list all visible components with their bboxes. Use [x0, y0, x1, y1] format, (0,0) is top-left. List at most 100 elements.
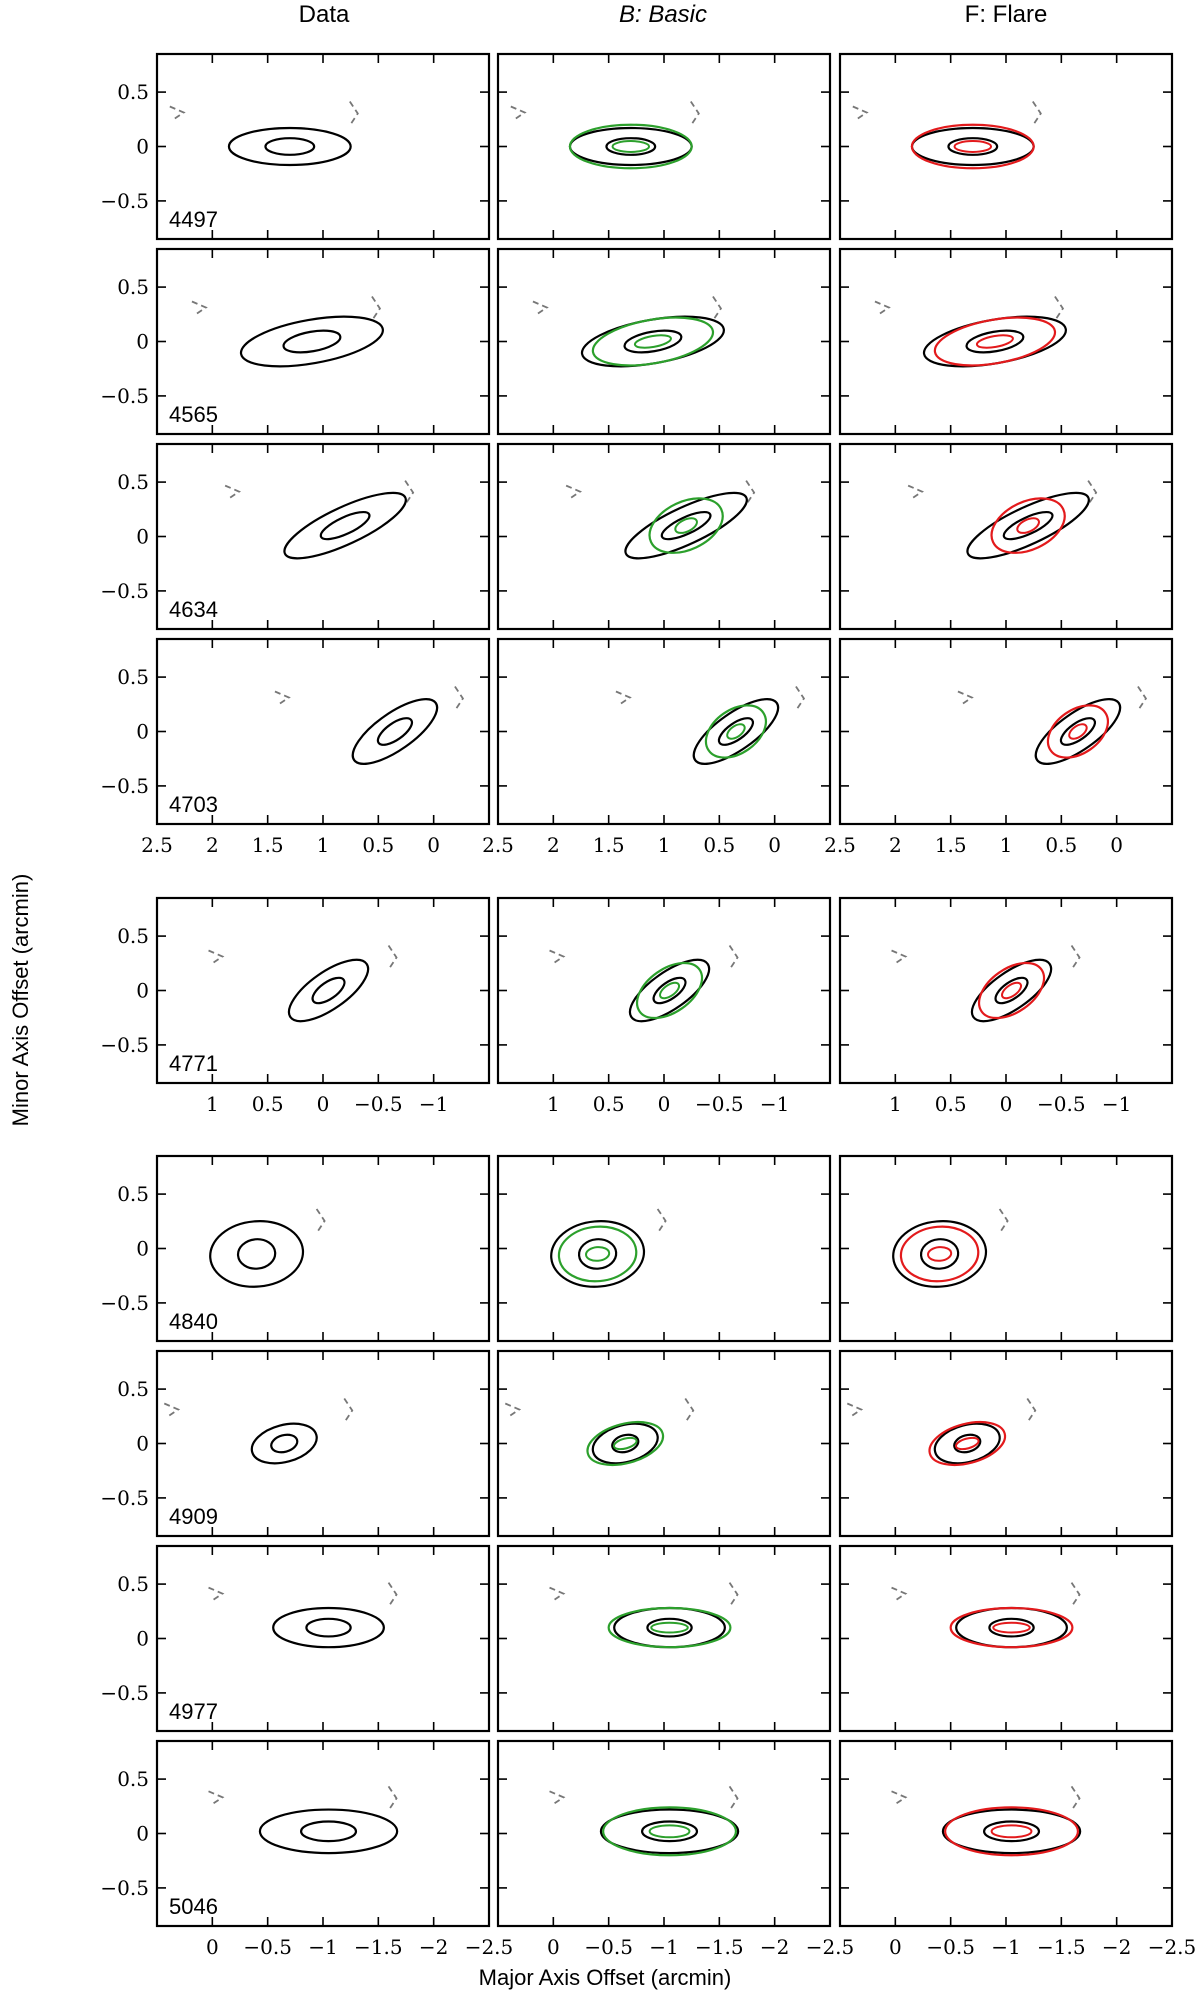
- data-contour-inner: [236, 1238, 277, 1270]
- negative-contour: [208, 949, 225, 966]
- x-tick-label: 1: [889, 1092, 902, 1116]
- panel-4634-flare: [838, 442, 1174, 631]
- data-contour-outer: [209, 1220, 305, 1288]
- panel-plot-area: [891, 1785, 1082, 1857]
- x-tick-label: 0.5: [362, 833, 394, 857]
- x-tick-label: 1.5: [935, 833, 967, 857]
- data-contour-outer: [628, 958, 711, 1023]
- panel-frame: [496, 1739, 832, 1928]
- data-contour-outer: [227, 126, 352, 167]
- row-label: 4909: [169, 1504, 218, 1529]
- x-tick-label: 1.5: [252, 833, 284, 857]
- x-tick-label: 1: [658, 833, 671, 857]
- panel-plot-area: [549, 1785, 740, 1857]
- x-tick-label: −0.5: [1037, 1092, 1086, 1116]
- x-tick-label: 0: [1000, 1092, 1013, 1116]
- x-tick-label: 1.5: [593, 833, 625, 857]
- data-contour-outer: [941, 1808, 1082, 1855]
- data-contour-inner: [311, 976, 346, 1005]
- panel-frame: [496, 247, 832, 436]
- x-tick-label: 1: [206, 1092, 219, 1116]
- data-contour-outer: [692, 698, 780, 765]
- negative-contour: [712, 296, 723, 321]
- panel-frame: [496, 1349, 832, 1538]
- data-contour-outer: [287, 958, 370, 1023]
- x-tick-label: 0: [768, 833, 781, 857]
- negative-contour: [1137, 686, 1148, 711]
- data-contour-outer: [568, 126, 693, 167]
- negative-contour: [343, 1398, 354, 1423]
- negative-contour: [891, 949, 908, 966]
- y-tick-label: 0: [136, 330, 149, 354]
- basic-model-contour-outer: [704, 704, 767, 759]
- panel-plot-area: [892, 1208, 1009, 1288]
- flare-model-contour-inner: [975, 334, 1014, 349]
- basic-model-contour-outer: [586, 1420, 665, 1467]
- x-tick-label: −2: [419, 1935, 448, 1959]
- x-axis-label: Major Axis Offset (arcmin): [479, 1965, 732, 1990]
- panel-frame: [496, 442, 832, 631]
- panel-plot-area: [163, 1398, 354, 1465]
- panel-frame: [496, 1154, 832, 1343]
- negative-contour: [795, 686, 806, 711]
- x-tick-label: 1: [317, 833, 330, 857]
- negative-contour: [907, 484, 925, 501]
- data-contour-inner: [305, 1617, 352, 1638]
- data-contour-inner: [319, 510, 371, 541]
- basic-model-contour-inner: [650, 1621, 689, 1634]
- panel-4771-flare: 1 0.5 0 −0.5 −1: [838, 896, 1174, 1116]
- panel-frame: [838, 1544, 1174, 1733]
- panel-4703-flare: 2.5 2 1.5 1 0.5 0: [824, 637, 1174, 857]
- data-contour-outer: [892, 1220, 988, 1288]
- y-tick-label: 0: [136, 525, 149, 549]
- negative-contour: [532, 300, 549, 317]
- x-tick-label: 0: [206, 1935, 219, 1959]
- negative-contour: [1087, 480, 1098, 506]
- x-tick-label: −1.5: [1037, 1935, 1086, 1959]
- x-tick-label: 0: [547, 1935, 560, 1959]
- negative-contour: [387, 1785, 398, 1811]
- x-tick-label: −0.5: [354, 1092, 403, 1116]
- negative-contour: [274, 690, 291, 707]
- x-tick-label: −2.5: [465, 1935, 514, 1959]
- basic-model-contour-outer: [636, 961, 704, 1020]
- data-contour-inner: [299, 1820, 358, 1843]
- negative-contour: [1054, 296, 1065, 321]
- negative-contour: [191, 300, 208, 317]
- row-label: 4703: [169, 792, 218, 817]
- panel-4909-flare: [838, 1349, 1174, 1538]
- panel-frame: [496, 637, 832, 826]
- negative-contour: [404, 480, 415, 506]
- data-contour-inner: [376, 717, 414, 746]
- basic-model-contour-inner: [611, 140, 651, 153]
- x-tick-label: 2.5: [141, 833, 173, 857]
- column-title-data: Data: [299, 1, 350, 28]
- data-contour-inner: [264, 137, 316, 156]
- x-tick-label: 2: [889, 833, 902, 857]
- x-tick-label: 0: [889, 1935, 902, 1959]
- panel-plot-area: [208, 1582, 398, 1649]
- data-contour-outer: [955, 1606, 1068, 1649]
- panel-4497-data: 0.5 0 −0.5 4497: [100, 52, 491, 241]
- data-contour-inner: [717, 717, 755, 746]
- column-title-basic: B: Basic: [619, 1, 707, 28]
- panel-plot-area: [891, 1582, 1081, 1649]
- data-contour-outer: [910, 126, 1035, 167]
- x-tick-label: 0: [1110, 833, 1123, 857]
- panel-plot-area: [224, 480, 415, 560]
- y-tick-label: 0.5: [117, 1182, 149, 1206]
- negative-contour: [510, 105, 527, 122]
- flare-model-contour-outer: [949, 1606, 1074, 1649]
- basic-model-contour-outer: [607, 1606, 732, 1649]
- negative-contour: [549, 949, 566, 966]
- data-contour-outer: [599, 1808, 740, 1855]
- x-tick-label: −1: [649, 1935, 678, 1959]
- panel-plot-area: [615, 686, 806, 765]
- panel-4840-basic: [496, 1154, 832, 1343]
- negative-contour: [549, 1790, 566, 1807]
- panel-plot-area: [209, 1208, 326, 1288]
- data-contour-inner: [282, 329, 342, 354]
- negative-contour: [656, 1208, 667, 1234]
- x-tick-label: −1: [1102, 1092, 1131, 1116]
- panel-plot-area: [274, 686, 465, 765]
